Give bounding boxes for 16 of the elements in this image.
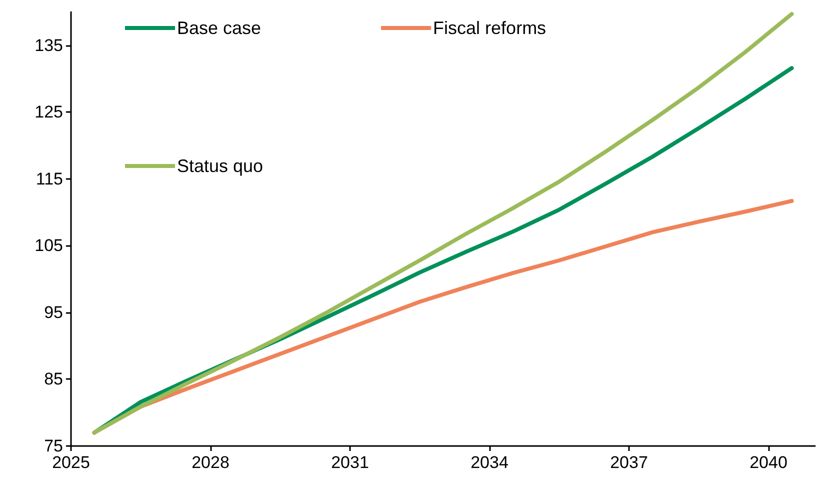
y-tick-label: 125 <box>34 102 63 122</box>
y-tick-label: 135 <box>34 36 63 55</box>
legend-label: Status quo <box>177 156 264 176</box>
y-tick-label: 105 <box>34 236 63 256</box>
x-tick-label: 2028 <box>192 453 230 472</box>
x-tick-label: 2025 <box>52 453 90 472</box>
x-tick-label: 2031 <box>331 453 369 472</box>
x-tick-label: 2034 <box>470 453 508 472</box>
y-tick-label: 95 <box>44 302 63 322</box>
y-tick-label: 115 <box>36 169 63 188</box>
y-tick-label: 75 <box>44 436 63 456</box>
x-tick-label: 2037 <box>610 453 648 472</box>
legend-label: Base case <box>177 18 262 38</box>
x-tick-label: 2040 <box>750 453 788 472</box>
y-tick-label: 85 <box>44 370 63 389</box>
legend-label: Fiscal reforms <box>433 18 546 38</box>
